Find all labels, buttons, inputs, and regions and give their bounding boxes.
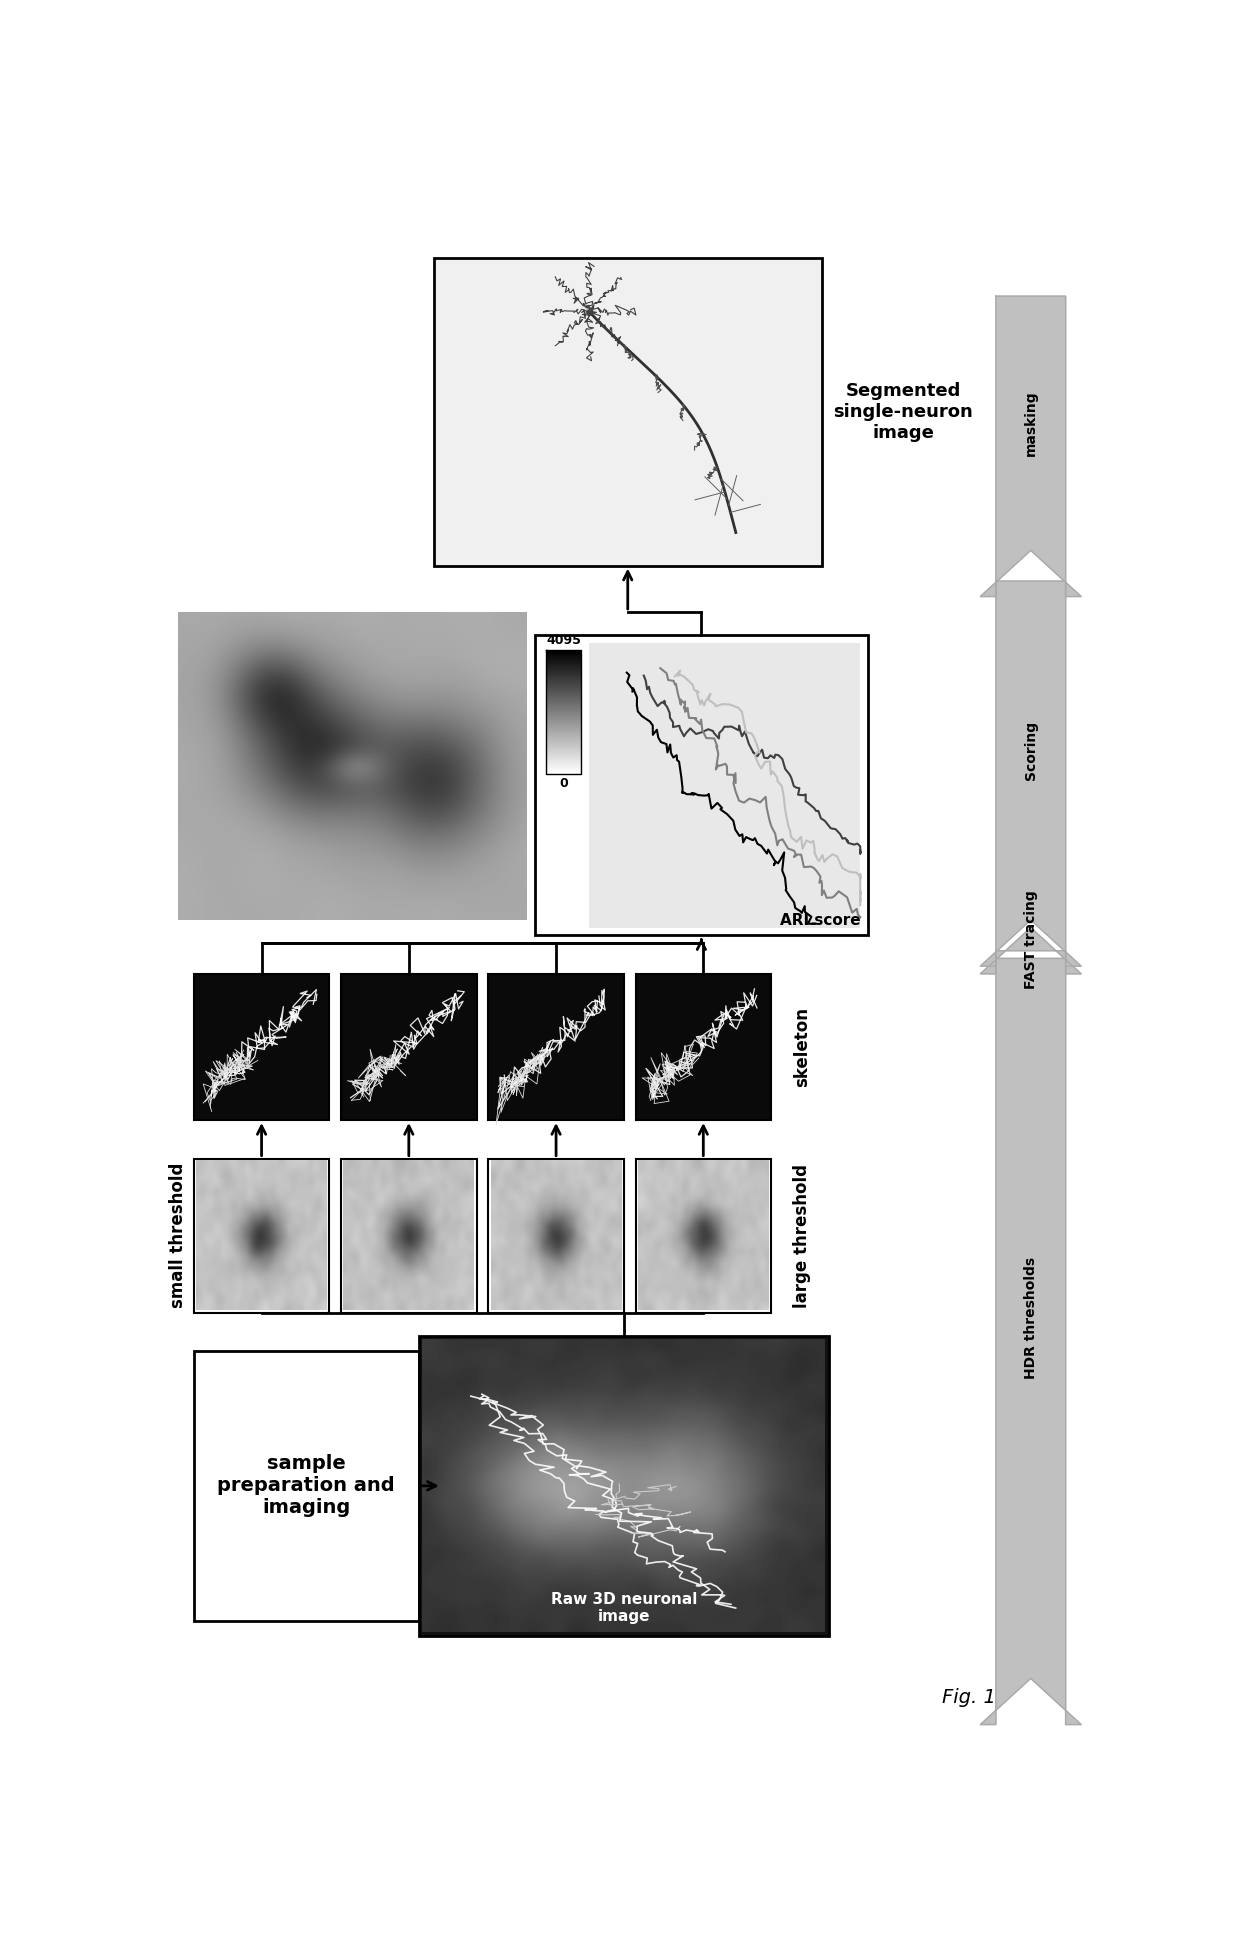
Text: HDR thresholds: HDR thresholds (1024, 1257, 1038, 1380)
Polygon shape (981, 927, 1081, 974)
Bar (179, 612, 527, 921)
Text: Fig. 1: Fig. 1 (942, 1687, 996, 1707)
Bar (341, 974, 476, 1120)
Bar (193, 974, 330, 1120)
Polygon shape (981, 958, 1081, 1724)
Text: ARI score: ARI score (780, 913, 861, 927)
Text: FAST tracing: FAST tracing (1024, 890, 1038, 989)
Bar (635, 974, 771, 1120)
Bar (589, 643, 861, 927)
Polygon shape (981, 297, 1081, 596)
Text: Segmented
single-neuron
image: Segmented single-neuron image (833, 381, 973, 442)
Bar (193, 1159, 330, 1312)
Bar (489, 1159, 624, 1312)
Polygon shape (981, 581, 1081, 966)
Bar (193, 1351, 419, 1621)
Text: small threshold: small threshold (169, 1163, 187, 1308)
Bar (341, 1159, 476, 1312)
Text: sample
preparation and
imaging: sample preparation and imaging (217, 1455, 394, 1517)
Bar (534, 635, 868, 934)
Text: 4095: 4095 (547, 633, 582, 647)
Bar (635, 1159, 771, 1312)
Text: Raw 3D neuronal
image: Raw 3D neuronal image (551, 1591, 697, 1625)
Bar (419, 1335, 830, 1636)
Text: 0: 0 (559, 778, 568, 790)
Text: skeleton: skeleton (794, 1007, 811, 1087)
Text: masking: masking (1024, 391, 1038, 456)
Text: large threshold: large threshold (794, 1163, 811, 1308)
Bar (489, 974, 624, 1120)
Bar (434, 258, 821, 565)
Text: Scoring: Scoring (1024, 721, 1038, 780)
